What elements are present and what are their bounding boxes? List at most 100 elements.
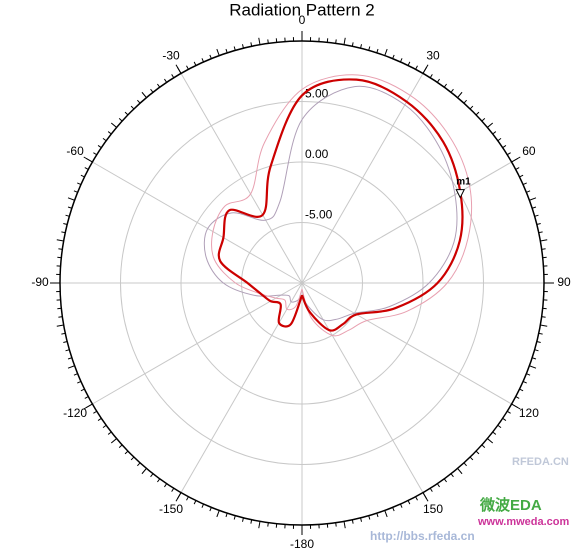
minor-tick xyxy=(498,138,501,140)
minor-tick xyxy=(68,198,75,200)
minor-tick xyxy=(226,513,227,517)
minor-tick xyxy=(516,168,520,170)
theta-tick-label: 150 xyxy=(423,502,443,516)
minor-tick xyxy=(400,504,402,508)
minor-tick xyxy=(164,484,166,487)
minor-tick xyxy=(464,463,467,466)
minor-tick xyxy=(377,49,378,53)
minor-tick xyxy=(487,123,492,127)
theta-tick-label: 90 xyxy=(557,275,571,289)
minor-tick xyxy=(408,62,410,66)
minor-tick xyxy=(540,325,547,326)
minor-tick xyxy=(385,49,387,56)
marker-label: m1 xyxy=(456,176,471,187)
minor-tick xyxy=(361,518,362,522)
minor-tick xyxy=(81,175,85,177)
minor-tick xyxy=(151,89,153,92)
minor-tick xyxy=(444,84,446,87)
theta-tick xyxy=(84,157,93,162)
minor-tick xyxy=(103,425,106,427)
minor-tick xyxy=(369,47,370,51)
minor-tick xyxy=(526,191,530,192)
minor-tick xyxy=(393,507,394,511)
r-tick-label: 0.00 xyxy=(305,147,329,161)
minor-tick xyxy=(268,39,269,43)
minor-tick xyxy=(476,451,479,454)
minor-tick xyxy=(408,501,410,505)
grid-spoke xyxy=(92,162,302,283)
minor-tick xyxy=(77,183,81,185)
minor-tick xyxy=(259,38,260,45)
minor-tick xyxy=(532,207,536,208)
watermark: 微波EDA xyxy=(479,496,542,514)
minor-tick xyxy=(493,132,496,134)
minor-tick xyxy=(137,463,140,466)
minor-tick xyxy=(119,118,122,121)
minor-tick xyxy=(68,366,75,368)
minor-tick xyxy=(482,445,485,448)
trace xyxy=(219,79,463,330)
minor-tick xyxy=(532,358,536,359)
theta-tick xyxy=(423,65,428,74)
minor-tick xyxy=(58,317,62,318)
minor-tick xyxy=(194,62,196,66)
minor-tick xyxy=(58,249,62,250)
minor-tick xyxy=(377,513,378,517)
theta-tick-label: -60 xyxy=(66,144,84,158)
minor-tick xyxy=(458,468,462,473)
minor-tick xyxy=(157,479,159,482)
minor-tick xyxy=(430,74,432,77)
theta-tick-label: 0 xyxy=(299,13,306,27)
theta-tick xyxy=(512,157,521,162)
theta-tick-label: -180 xyxy=(290,537,314,551)
watermark: www.mweda.com xyxy=(477,516,570,528)
theta-tick-label: -90 xyxy=(31,275,49,289)
minor-tick xyxy=(535,350,539,351)
minor-tick xyxy=(537,223,541,224)
minor-tick xyxy=(142,468,146,473)
minor-tick xyxy=(451,89,453,92)
minor-tick xyxy=(361,44,362,48)
minor-tick xyxy=(63,342,67,343)
minor-tick xyxy=(507,411,510,413)
minor-tick xyxy=(111,439,116,443)
trace xyxy=(212,75,472,336)
minor-tick xyxy=(444,479,446,482)
theta-tick xyxy=(423,493,428,502)
minor-tick xyxy=(137,100,140,103)
minor-tick xyxy=(108,132,111,134)
minor-tick xyxy=(523,381,527,383)
minor-tick xyxy=(234,516,235,520)
minor-tick xyxy=(385,510,387,517)
minor-tick xyxy=(217,49,219,56)
minor-tick xyxy=(336,523,337,527)
minor-tick xyxy=(416,497,418,501)
minor-tick xyxy=(151,474,153,477)
r-tick-label: -5.00 xyxy=(305,208,333,222)
minor-tick xyxy=(437,79,439,82)
minor-tick xyxy=(157,84,159,87)
minor-tick xyxy=(458,92,462,97)
minor-tick xyxy=(125,451,128,454)
watermark: RFEDA.CN xyxy=(512,456,569,468)
minor-tick xyxy=(470,106,473,109)
minor-tick xyxy=(164,79,166,82)
minor-tick xyxy=(93,411,96,413)
minor-tick xyxy=(74,191,78,192)
minor-tick xyxy=(476,112,479,115)
minor-tick xyxy=(57,325,64,326)
minor-tick xyxy=(344,38,345,45)
minor-tick xyxy=(202,58,204,62)
minor-tick xyxy=(520,175,524,177)
minor-tick xyxy=(430,488,432,491)
minor-tick xyxy=(234,47,235,51)
theta-tick-label: 60 xyxy=(522,144,536,158)
minor-tick xyxy=(259,521,260,528)
minor-tick xyxy=(242,44,243,48)
grid-spoke xyxy=(302,283,512,404)
minor-tick xyxy=(487,439,492,443)
minor-tick xyxy=(503,418,506,420)
theta-tick xyxy=(176,65,181,74)
minor-tick xyxy=(393,55,394,59)
